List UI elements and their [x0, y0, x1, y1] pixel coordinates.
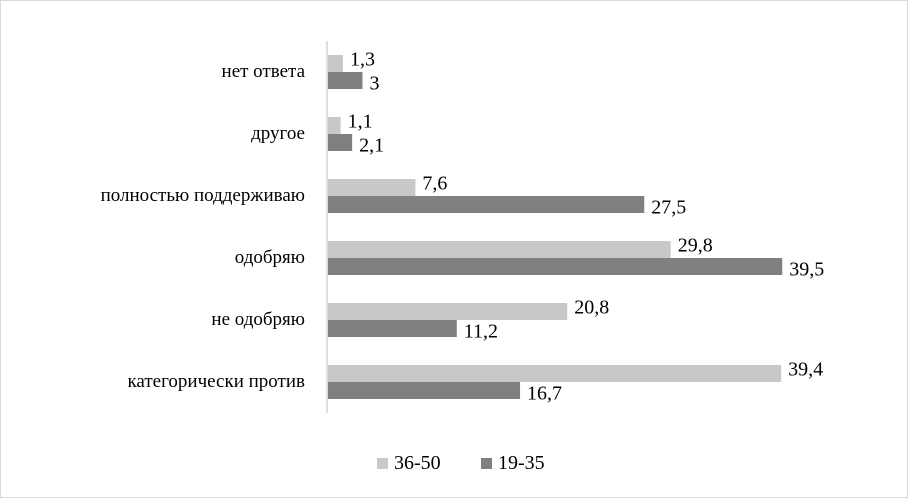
bar-19-35: [328, 382, 521, 399]
data-label: 39,4: [788, 359, 823, 381]
bar-19-35: [328, 196, 645, 213]
data-label: 1,3: [350, 49, 375, 71]
legend-label: 19-35: [498, 452, 545, 474]
data-label: 39,5: [789, 259, 824, 281]
category-label: другое: [251, 123, 305, 144]
bar-36-50: [328, 241, 671, 258]
data-label: 2,1: [359, 135, 384, 157]
legend-swatch-36-50: [377, 458, 388, 469]
data-label: 29,8: [678, 235, 713, 257]
category-label: нет ответа: [222, 61, 306, 82]
bar-36-50: [328, 55, 343, 72]
bar-36-50: [328, 365, 782, 382]
bar-19-35: [328, 320, 457, 337]
data-label: 1,1: [348, 111, 373, 133]
category-label: одобряю: [235, 247, 305, 268]
bar-19-35: [328, 258, 783, 275]
data-label: 3: [370, 73, 380, 95]
data-label: 20,8: [574, 297, 609, 319]
legend-swatch-19-35: [481, 458, 492, 469]
category-label: категорически против: [127, 371, 305, 392]
legend-label: 36-50: [394, 452, 441, 474]
category-label: полностью поддерживаю: [101, 185, 305, 206]
data-label: 27,5: [651, 197, 686, 219]
data-label: 11,2: [464, 321, 498, 343]
bar-36-50: [328, 117, 341, 134]
bar-36-50: [328, 179, 416, 196]
data-label: 7,6: [422, 173, 447, 195]
category-label: не одобряю: [211, 309, 305, 330]
bar-19-35: [328, 134, 353, 151]
bar-36-50: [328, 303, 568, 320]
bar-19-35: [328, 72, 363, 89]
data-label: 16,7: [527, 383, 562, 405]
